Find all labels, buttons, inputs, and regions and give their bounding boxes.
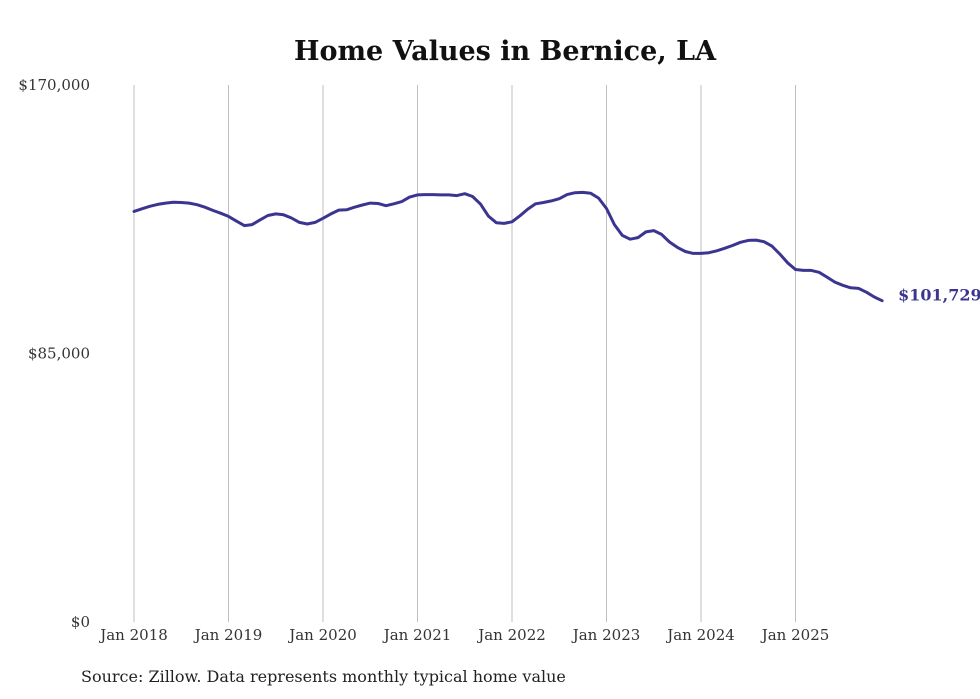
x-axis-ticks: Jan 2018 Jan 2019 Jan 2020 Jan 2021 Jan 2022… [98,626,829,644]
source-note: Source: Zillow. Data represents monthly … [81,667,566,686]
x-tick-label: Jan 2018 [98,626,168,644]
x-tick-label: Jan 2020 [287,626,357,644]
x-tick-label: Jan 2023 [571,626,641,644]
chart-title: Home Values in Bernice, LA [294,36,717,67]
latest-value-label: $101,729 [898,286,980,305]
vertical-gridlines [134,85,796,622]
x-tick-label: Jan 2022 [476,626,546,644]
y-axis-ticks: $0 $85,000 $170,000 [18,76,90,631]
y-tick-label: $0 [71,613,90,631]
y-tick-label: $170,000 [18,76,90,94]
x-tick-label: Jan 2021 [382,626,452,644]
x-tick-label: Jan 2024 [665,626,735,644]
line-chart: Home Values in Bernice, LA Jan 2018 Jan 2… [0,0,980,699]
y-tick-label: $85,000 [28,345,90,363]
x-tick-label: Jan 2025 [760,626,830,644]
x-tick-label: Jan 2019 [193,626,263,644]
home-value-line [134,192,882,300]
